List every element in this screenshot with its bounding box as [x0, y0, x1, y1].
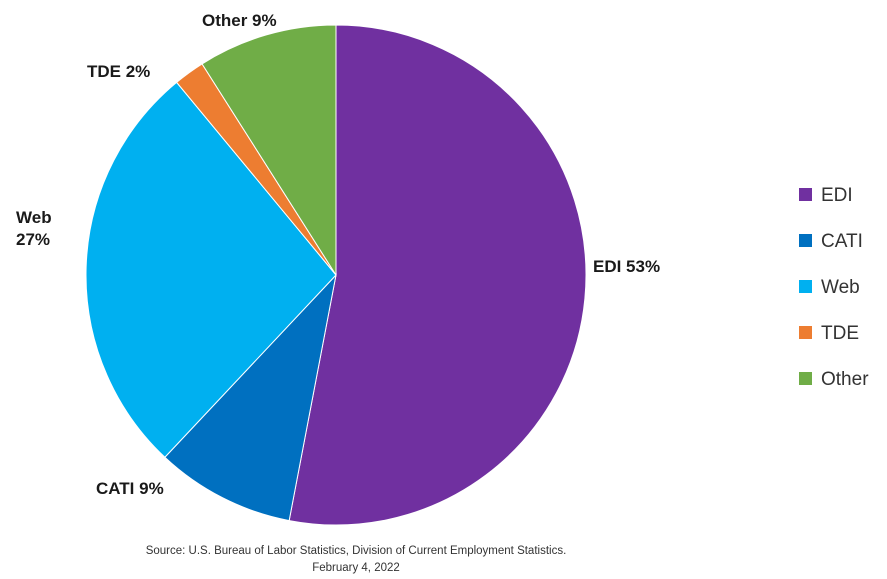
legend-swatch-other	[799, 372, 812, 385]
source-note: Source: U.S. Bureau of Labor Statistics,…	[146, 545, 567, 574]
slice-label-cati: CATI 9%	[96, 479, 164, 498]
pie-slices	[85, 24, 587, 526]
legend-label-tde: TDE	[821, 323, 859, 344]
pie-slice-cati	[164, 273, 337, 522]
legend-label-edi: EDI	[821, 185, 853, 206]
source-line-1: Source: U.S. Bureau of Labor Statistics,…	[146, 545, 567, 557]
pie-slice-other	[201, 24, 337, 277]
legend-label-other: Other	[821, 369, 869, 390]
legend-swatch-web	[799, 280, 812, 293]
legend-label-web: Web	[821, 277, 860, 298]
legend-swatch-tde	[799, 326, 812, 339]
legend-swatch-cati	[799, 234, 812, 247]
slice-label-edi: EDI 53%	[593, 257, 660, 276]
slice-label-tde: TDE 2%	[87, 62, 150, 81]
source-line-2: February 4, 2022	[312, 562, 400, 574]
slice-label-other: Other 9%	[202, 11, 277, 30]
slice-labels: EDI 53% CATI 9% Web 27% TDE 2% Other 9%	[16, 11, 660, 498]
pie-slice-web	[85, 81, 337, 458]
legend-swatch-edi	[799, 188, 812, 201]
legend-label-cati: CATI	[821, 231, 863, 252]
legend: EDI CATI Web TDE Other	[799, 185, 869, 390]
pie-slice-edi	[288, 24, 587, 526]
slice-label-web: Web 27%	[16, 208, 56, 249]
